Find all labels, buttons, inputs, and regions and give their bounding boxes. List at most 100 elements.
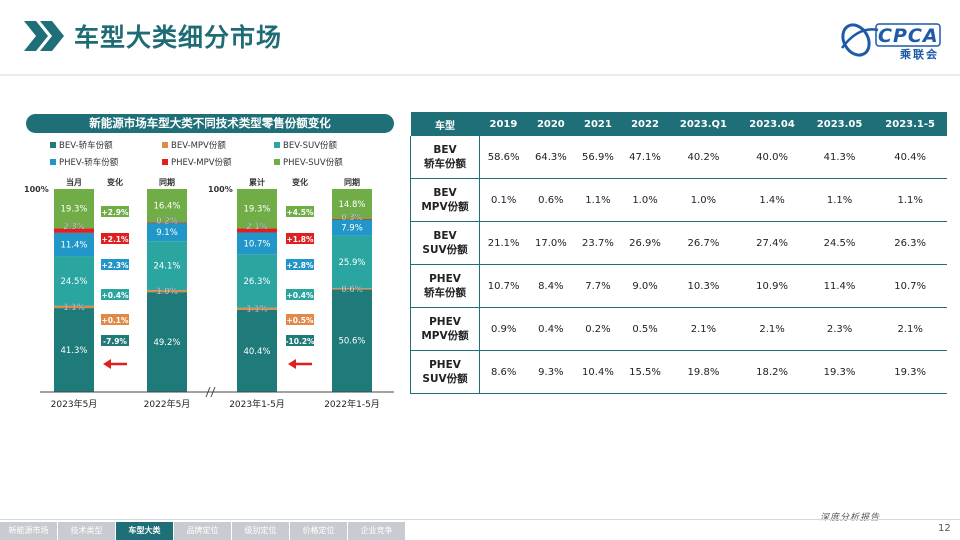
bar-value-label: 50.6% [338,337,365,347]
table-cell: 8.6% [479,350,528,394]
row-label: BEV MPV份额 [410,178,480,222]
nav-tab[interactable]: 技术类型 [58,522,115,540]
page-title: 车型大类细分市场 [74,23,283,52]
bar-segment [147,292,187,392]
table-header-cell: 2023.04 [738,112,806,136]
legend-swatch [162,159,168,165]
bar-segment [54,308,94,392]
table-header-cell: 车型 [410,112,480,136]
bar-value-label: 11.4% [60,240,87,250]
table-cell: 40.2% [668,136,739,179]
x-axis-tick-label: 2023年1-5月 [229,398,285,410]
bar-value-label: 0.2% [156,216,178,226]
legend-swatch [274,159,280,165]
change-badge-label: +2.1% [101,235,129,244]
bar-segment [54,256,94,306]
change-badge-label: -10.2% [285,337,315,346]
bar-value-label: 19.3% [60,205,87,215]
bar-value-label: 10.7% [243,239,270,249]
table-cell: 15.5% [621,350,669,394]
nav-tab[interactable]: 品牌定位 [174,522,231,540]
column-header: 同期 [159,177,175,187]
bar-segment [237,309,277,392]
table-cell: 26.9% [621,221,669,265]
change-badge [101,206,129,217]
bar-segment [332,289,372,392]
change-badge [101,259,129,270]
table-cell: 23.7% [574,221,622,265]
bar-value-label: 49.2% [153,338,180,348]
page-number: 12 [938,523,951,534]
logo-cn: 乘联会 [900,48,939,61]
nav-tab[interactable]: 企业竞争 [348,522,405,540]
bar-segment [332,219,372,236]
row-label: PHEV SUV份额 [410,350,480,394]
nav-tab[interactable]: 车型大类 [116,522,173,540]
legend-swatch [50,142,56,148]
bar-segment [332,219,372,220]
legend-label: PHEV-MPV份额 [171,157,232,168]
section-nav: 新能源市场 技术类型 车型大类 品牌定位 级别定位 价格定位 企业竞争 [0,522,406,540]
share-table: 车型 2019 2020 2021 2022 2023.Q1 2023.04 2023.05 2… [410,112,947,394]
y-axis-top-label: 100% [24,185,49,194]
table-cell: 10.7% [873,264,947,308]
report-label: 深度分析报告 [820,513,881,523]
bar-value-label: 26.3% [243,277,270,287]
x-axis-tick-label: 2022年1-5月 [324,398,380,410]
bar-value-label: 1.0% [156,287,178,297]
bar-segment [54,305,94,309]
table-cell: 1.1% [873,178,947,222]
table-row: BEV 轿车份额 58.6% 64.3% 56.9% 47.1% 40.2% 40.0% 41.… [410,136,947,179]
legend-label: BEV-SUV份额 [283,140,338,151]
table-cell: 0.4% [527,307,575,351]
double-chevron-icon [24,21,64,51]
bar-value-label: 19.3% [243,205,270,215]
nav-tab[interactable]: 新能源市场 [0,522,57,540]
bar-segment [54,232,94,257]
bar-segment [237,232,277,255]
table-cell: 64.3% [527,136,575,179]
row-label: PHEV MPV份额 [410,307,480,351]
change-badge-label: +2.3% [101,261,129,270]
table-cell: 10.7% [479,264,528,308]
bar-segment [237,307,277,310]
table-header-cell: 2019 [479,112,528,136]
table-cell: 27.4% [738,221,806,265]
bar-segment [147,290,187,293]
change-badge-label: +0.5% [286,316,314,325]
legend-swatch [162,142,168,148]
bar-segment [147,222,187,242]
change-badge [101,289,129,300]
bar-value-label: 24.1% [153,262,180,272]
table-cell: 1.0% [668,178,739,222]
table-cell: 2.1% [668,307,739,351]
legend-label: BEV-轿车份额 [59,140,113,151]
bar-segment [237,228,277,233]
bar-value-label: 2.3% [63,222,85,232]
table-cell: 9.0% [621,264,669,308]
decrease-arrow-icon [103,359,111,369]
bar-value-label: 40.4% [243,347,270,357]
bar-segment [54,228,94,233]
nav-tab[interactable]: 价格定位 [290,522,347,540]
change-badge-label: +2.8% [286,261,314,270]
axis-break [205,386,211,398]
bar-segment [147,241,187,291]
x-axis-tick-label: 2022年5月 [144,398,191,410]
bar-segment [237,254,277,308]
column-header: 累计 [249,177,265,187]
bar-value-label: 7.9% [341,224,363,234]
bar-value-label: 41.3% [60,346,87,356]
nav-tab[interactable]: 级别定位 [232,522,289,540]
table-cell: 17.0% [527,221,575,265]
table-row: PHEV 轿车份额 10.7% 8.4% 7.7% 9.0% 10.3% 10.9% 11.4%… [410,264,947,308]
table-cell: 47.1% [621,136,669,179]
axis-break [210,386,216,398]
table-cell: 0.6% [527,178,575,222]
change-badge-label: +0.4% [101,291,129,300]
row-label: BEV 轿车份额 [410,136,480,179]
table-cell: 24.5% [805,221,874,265]
y-axis-top-label: 100% [208,185,233,194]
bar-value-label: 2.1% [246,222,268,232]
table-header-row: 车型 2019 2020 2021 2022 2023.Q1 2023.04 2023.05 2… [410,112,947,136]
